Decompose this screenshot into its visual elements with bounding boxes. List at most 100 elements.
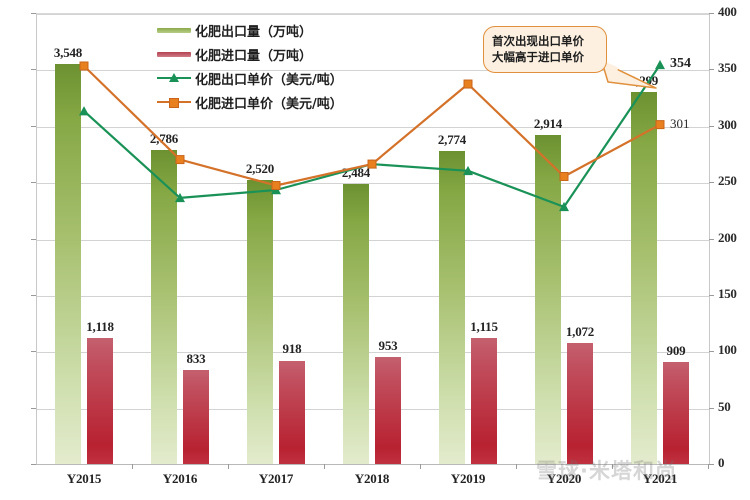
y-axis-left-tickmark bbox=[31, 351, 36, 353]
x-axis-tickmark bbox=[324, 464, 325, 469]
import-volume-bar bbox=[279, 360, 305, 464]
y-axis-right-tick: 300 bbox=[718, 116, 737, 132]
y-axis-right-tickmark bbox=[709, 125, 714, 127]
y-axis-left-tickmark bbox=[31, 238, 36, 240]
x-axis-tickmark bbox=[132, 464, 133, 469]
legend-item[interactable]: 化肥进口单价（美元/吨） bbox=[155, 90, 343, 114]
export-volume-bar bbox=[247, 179, 273, 464]
gridline bbox=[37, 126, 709, 128]
import-volume-bar bbox=[183, 370, 209, 464]
y-axis-left-tickmark bbox=[31, 125, 36, 127]
import-volume-label: 1,118 bbox=[86, 318, 114, 334]
y-axis-right-tick: 100 bbox=[718, 342, 737, 358]
gridline bbox=[37, 408, 709, 410]
legend-square-marker-icon bbox=[169, 98, 179, 108]
y-axis-left-tickmark bbox=[31, 407, 36, 409]
export-volume-bar bbox=[535, 135, 561, 464]
y-axis-left-tickmark bbox=[31, 13, 36, 14]
x-axis-tickmark bbox=[516, 464, 517, 469]
legend-item[interactable]: 化肥进口量（万吨） bbox=[155, 42, 343, 66]
legend-symbol-line bbox=[155, 95, 193, 109]
x-axis-line bbox=[36, 464, 708, 465]
y-axis-right-tickmark bbox=[709, 182, 714, 184]
y-axis-left-tickmark bbox=[31, 182, 36, 184]
legend-label: 化肥出口单价（美元/吨） bbox=[195, 72, 343, 88]
export-volume-label: 2,914 bbox=[533, 116, 563, 132]
x-axis-tickmark bbox=[708, 464, 709, 469]
y-axis-right-tickmark bbox=[709, 407, 714, 409]
y-axis-right-tick: 400 bbox=[718, 4, 737, 19]
callout-line-1: 首次出现出口单价 bbox=[492, 34, 584, 48]
y-axis-right-tickmark bbox=[709, 69, 714, 71]
export-volume-label: 2,786 bbox=[149, 130, 179, 146]
x-axis-tickmark bbox=[228, 464, 229, 469]
legend-item[interactable]: 化肥出口量（万吨） bbox=[155, 18, 343, 42]
import-volume-label: 909 bbox=[666, 342, 686, 358]
export-volume-label: 2,774 bbox=[437, 132, 467, 148]
y-axis-right-tick: 150 bbox=[718, 285, 737, 301]
legend-item[interactable]: 化肥出口单价（美元/吨） bbox=[155, 66, 343, 90]
gridline bbox=[37, 295, 709, 297]
legend-symbol-bar bbox=[155, 47, 193, 61]
import-volume-bar bbox=[567, 343, 593, 464]
x-axis-tickmark bbox=[420, 464, 421, 469]
x-axis-label-y2021: Y2021 bbox=[642, 471, 678, 486]
export-volume-label: 2,484 bbox=[341, 164, 371, 180]
import-price-value-label: 301 bbox=[670, 115, 690, 131]
chart-legend: 化肥出口量（万吨） 化肥进口量（万吨） 化肥出口单价（美元/吨） 化肥进口单价（美元/… bbox=[155, 18, 343, 114]
legend-label: 化肥进口量（万吨） bbox=[195, 48, 313, 64]
x-axis-label-y2017: Y2017 bbox=[258, 471, 294, 486]
y-axis-left-tickmark bbox=[31, 69, 36, 71]
legend-label: 化肥出口量（万吨） bbox=[195, 24, 313, 40]
x-axis-label-y2015: Y2015 bbox=[66, 471, 102, 486]
export-volume-bar bbox=[631, 92, 657, 464]
y-axis-left-tickmark bbox=[31, 464, 36, 465]
y-axis-right-tickmark bbox=[709, 294, 714, 296]
y-axis-right-tickmark bbox=[709, 351, 714, 353]
legend-bar-swatch-icon bbox=[157, 28, 191, 33]
callout-tail-icon bbox=[601, 60, 657, 89]
export-volume-label: 2,520 bbox=[245, 160, 275, 176]
y-axis-right-tick: 0 bbox=[718, 455, 725, 470]
gridline bbox=[37, 352, 709, 354]
export-volume-bar bbox=[343, 183, 369, 464]
x-axis-label-y2018: Y2018 bbox=[354, 471, 390, 486]
y-axis-right-tick: 250 bbox=[718, 173, 737, 189]
x-axis-label-y2019: Y2019 bbox=[450, 471, 486, 486]
x-axis-tickmark bbox=[612, 464, 613, 469]
callout-line-2: 大幅高于进口单价 bbox=[492, 50, 584, 64]
import-volume-bar bbox=[663, 361, 689, 464]
y-axis-right-tick: 350 bbox=[718, 60, 737, 76]
export-volume-bar bbox=[439, 151, 465, 464]
export-volume-bar bbox=[55, 63, 81, 464]
y-axis-right-tickmark bbox=[709, 238, 714, 240]
import-volume-label: 1,115 bbox=[470, 319, 498, 335]
y-axis-right-tickmark bbox=[709, 13, 714, 14]
y-axis-left-tickmark bbox=[31, 294, 36, 296]
y-axis-right-tickmark bbox=[709, 464, 714, 465]
y-axis-right-tick: 200 bbox=[718, 229, 737, 245]
import-volume-label: 953 bbox=[378, 337, 398, 353]
import-volume-bar bbox=[87, 337, 113, 464]
export-price-value-label: 354 bbox=[670, 55, 691, 71]
gridline bbox=[37, 239, 709, 241]
import-volume-bar bbox=[471, 338, 497, 464]
import-volume-bar bbox=[375, 356, 401, 464]
x-axis-label-y2016: Y2016 bbox=[162, 471, 198, 486]
export-volume-label: 3,548 bbox=[53, 44, 83, 60]
gridline bbox=[37, 183, 709, 185]
legend-symbol-bar bbox=[155, 23, 193, 37]
y-axis-right-tick: 50 bbox=[718, 398, 731, 414]
import-volume-label: 833 bbox=[186, 351, 206, 367]
annotation-callout: 首次出现出口单价 大幅高于进口单价 bbox=[483, 26, 607, 73]
legend-label: 化肥进口单价（美元/吨） bbox=[195, 96, 343, 112]
legend-bar-swatch-icon bbox=[157, 52, 191, 57]
gridline bbox=[37, 14, 709, 15]
x-axis-label-y2020: Y2020 bbox=[546, 471, 582, 486]
legend-triangle-marker-icon bbox=[169, 73, 179, 82]
import-volume-label: 1,072 bbox=[565, 324, 595, 340]
import-volume-label: 918 bbox=[282, 341, 302, 357]
legend-symbol-line bbox=[155, 71, 193, 85]
export-volume-bar bbox=[151, 149, 177, 464]
